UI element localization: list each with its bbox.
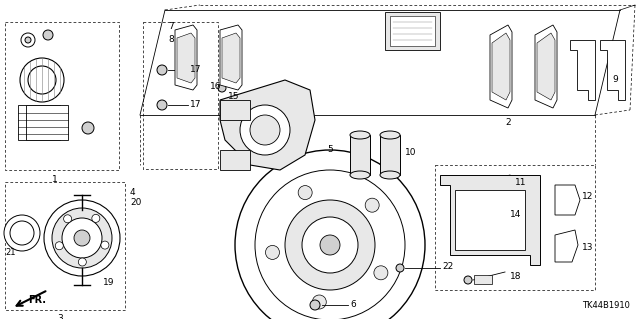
Circle shape xyxy=(310,300,320,310)
Circle shape xyxy=(43,30,53,40)
Circle shape xyxy=(74,230,90,246)
Bar xyxy=(220,100,250,120)
Circle shape xyxy=(266,245,280,259)
Bar xyxy=(143,22,218,169)
Text: 17: 17 xyxy=(190,65,202,74)
Circle shape xyxy=(464,276,472,284)
Polygon shape xyxy=(175,25,197,90)
Polygon shape xyxy=(535,25,557,108)
Bar xyxy=(474,213,494,222)
Circle shape xyxy=(302,217,358,273)
Text: 10: 10 xyxy=(405,148,417,157)
Polygon shape xyxy=(555,185,580,215)
Polygon shape xyxy=(18,105,60,140)
Text: 16: 16 xyxy=(210,82,221,91)
Text: 12: 12 xyxy=(582,192,593,201)
Text: 20: 20 xyxy=(130,198,141,207)
Ellipse shape xyxy=(350,131,370,139)
Ellipse shape xyxy=(350,171,370,179)
Text: 18: 18 xyxy=(510,272,522,281)
Circle shape xyxy=(52,208,112,268)
Bar xyxy=(5,22,119,170)
Circle shape xyxy=(365,198,379,212)
Circle shape xyxy=(250,115,280,145)
Text: 3: 3 xyxy=(57,314,63,319)
Circle shape xyxy=(101,241,109,249)
Circle shape xyxy=(481,182,487,188)
Bar xyxy=(390,16,435,46)
Polygon shape xyxy=(222,33,240,83)
Circle shape xyxy=(464,214,472,222)
Circle shape xyxy=(298,186,312,200)
Text: 4: 4 xyxy=(130,188,136,197)
Text: TK44B1910: TK44B1910 xyxy=(582,301,630,310)
Text: 9: 9 xyxy=(612,75,618,84)
Bar xyxy=(474,275,492,284)
Circle shape xyxy=(62,218,102,258)
Polygon shape xyxy=(220,25,242,90)
Text: 15: 15 xyxy=(228,92,239,101)
Text: 11: 11 xyxy=(515,178,527,187)
Circle shape xyxy=(255,170,405,319)
Circle shape xyxy=(63,215,72,223)
Polygon shape xyxy=(490,25,512,108)
Circle shape xyxy=(157,65,167,75)
Circle shape xyxy=(25,37,31,43)
Bar xyxy=(385,12,440,50)
Text: 13: 13 xyxy=(582,243,593,252)
Polygon shape xyxy=(177,33,195,83)
Circle shape xyxy=(20,58,64,102)
Text: 22: 22 xyxy=(442,262,453,271)
Bar xyxy=(474,180,496,189)
Text: 21: 21 xyxy=(5,248,15,257)
Circle shape xyxy=(320,235,340,255)
Circle shape xyxy=(285,200,375,290)
Polygon shape xyxy=(492,33,510,100)
Circle shape xyxy=(55,242,63,250)
Circle shape xyxy=(235,150,425,319)
Text: 8: 8 xyxy=(168,35,173,44)
Bar xyxy=(435,165,595,290)
Circle shape xyxy=(44,200,120,276)
Circle shape xyxy=(396,264,404,272)
Circle shape xyxy=(240,105,290,155)
Polygon shape xyxy=(570,40,595,100)
Bar xyxy=(5,182,125,310)
Circle shape xyxy=(218,84,226,92)
Circle shape xyxy=(374,266,388,280)
Circle shape xyxy=(28,66,56,94)
Circle shape xyxy=(82,122,94,134)
Bar xyxy=(220,150,250,170)
Text: 1: 1 xyxy=(52,175,58,184)
Text: 6: 6 xyxy=(350,300,356,309)
Text: FR.: FR. xyxy=(28,295,46,305)
Circle shape xyxy=(92,214,100,222)
Bar xyxy=(350,135,370,175)
Text: 14: 14 xyxy=(510,210,522,219)
Ellipse shape xyxy=(380,131,400,139)
Text: 19: 19 xyxy=(103,278,115,287)
Text: 2: 2 xyxy=(505,118,511,127)
Polygon shape xyxy=(537,33,555,100)
Bar xyxy=(380,135,400,175)
Circle shape xyxy=(464,181,472,189)
Text: 5: 5 xyxy=(327,145,333,154)
Polygon shape xyxy=(555,230,578,262)
Circle shape xyxy=(21,33,35,47)
Bar xyxy=(455,190,525,250)
Circle shape xyxy=(157,100,167,110)
Polygon shape xyxy=(26,105,68,140)
Text: 17: 17 xyxy=(190,100,202,109)
Circle shape xyxy=(78,258,86,266)
Text: 7: 7 xyxy=(168,22,173,31)
Polygon shape xyxy=(440,175,540,265)
Circle shape xyxy=(312,295,326,309)
Polygon shape xyxy=(220,80,315,170)
Polygon shape xyxy=(600,40,625,100)
Circle shape xyxy=(4,215,40,251)
Circle shape xyxy=(10,221,34,245)
Ellipse shape xyxy=(380,171,400,179)
